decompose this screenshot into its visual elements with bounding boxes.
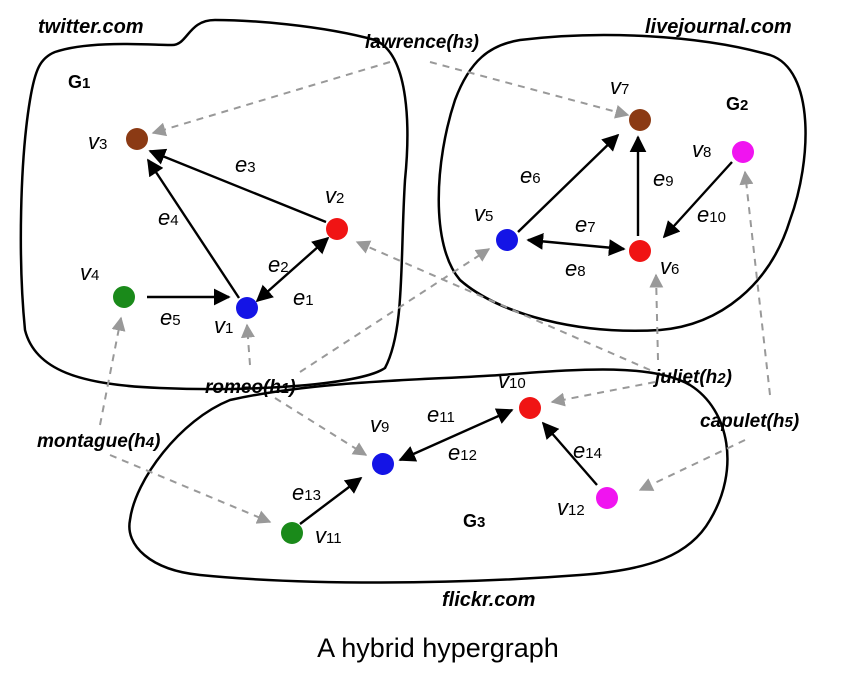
region-g3 [128, 368, 729, 584]
edge-label-e2: e2 [268, 252, 289, 277]
node-v1 [236, 297, 258, 319]
edge-e13 [299, 476, 363, 525]
node-label-v10: v10 [498, 368, 526, 393]
hyperedge-h4-to-v4 [99, 316, 126, 426]
node-v7 [629, 109, 651, 131]
group-label-g1: G1 [68, 72, 90, 92]
hyperedge-label-h1: romeo(h1) [205, 377, 296, 398]
hyperedge-h1-to-v1 [240, 323, 255, 366]
node-v12 [596, 487, 618, 509]
edge-label-e14: e14 [573, 438, 602, 463]
edge-e4 [146, 158, 241, 299]
hyperedge-h2-to-v10 [550, 381, 656, 407]
region-g2 [437, 33, 807, 332]
edge-label-e3: e3 [235, 152, 256, 177]
hyperedge-h3-to-v3 [151, 61, 391, 137]
site-label-twitter: twitter.com [38, 16, 144, 38]
group-label-g2: G2 [726, 94, 748, 114]
hyperedge-label-h5: capulet(h5) [700, 411, 799, 432]
edge-label-e10: e10 [697, 202, 726, 227]
node-v9 [372, 453, 394, 475]
edge-label-e8: e8 [565, 256, 586, 281]
node-label-v11: v11 [315, 523, 342, 548]
node-v6 [629, 240, 651, 262]
node-labels: v1 v2 v3 v4 v5 v6 v7 v8 v9 v10 v11 v12 [80, 74, 711, 548]
node-v2 [326, 218, 348, 240]
edge-e1-e2 [255, 236, 330, 303]
node-v10 [519, 397, 541, 419]
edge-label-e7: e7 [575, 212, 596, 237]
edge-e6 [517, 133, 620, 233]
node-label-v9: v9 [370, 412, 389, 437]
edges [146, 133, 733, 525]
edge-label-e5: e5 [160, 305, 181, 330]
hyperedges [99, 61, 771, 524]
site-label-livejournal: livejournal.com [645, 16, 792, 38]
edge-e7-e8 [526, 233, 626, 256]
group-label-g3: G3 [463, 511, 485, 531]
edge-label-e12: e12 [448, 440, 477, 465]
edge-label-e6: e6 [520, 163, 541, 188]
hyperedge-labels: lawrence(h3) romeo(h1) juliet(h2) montag… [37, 32, 799, 452]
edge-label-e9: e9 [653, 166, 674, 191]
edge-label-e1: e1 [293, 285, 314, 310]
node-label-v12: v12 [557, 495, 585, 520]
node-label-v5: v5 [474, 201, 493, 226]
edge-e14 [541, 421, 598, 486]
node-v8 [732, 141, 754, 163]
node-label-v4: v4 [80, 260, 99, 285]
hyperedge-label-h4: montague(h4) [37, 431, 160, 452]
site-label-flickr: flickr.com [442, 589, 535, 611]
hyperedge-h1-to-v5 [299, 248, 491, 373]
hyperedge-h2-to-v2 [355, 240, 651, 371]
hyperedge-label-h2: juliet(h2) [652, 367, 732, 388]
node-label-v2: v2 [325, 183, 344, 208]
node-label-v3: v3 [88, 129, 107, 154]
edge-label-e4: e4 [158, 205, 179, 230]
diagram-caption: A hybrid hypergraph [317, 633, 559, 663]
node-label-v6: v6 [660, 254, 679, 279]
hyperedge-h3-to-v7 [429, 61, 630, 119]
hyperedge-h1-to-v9 [274, 397, 368, 456]
node-label-v1: v1 [214, 313, 233, 338]
hyperedge-h5-to-v8 [739, 170, 771, 396]
region-g1 [19, 18, 409, 391]
node-v11 [281, 522, 303, 544]
node-v5 [496, 229, 518, 251]
node-label-v7: v7 [610, 74, 629, 99]
node-v3 [126, 128, 148, 150]
edge-label-e13: e13 [292, 480, 321, 505]
nodes [113, 109, 754, 544]
edge-label-e11: e11 [427, 402, 455, 427]
node-v4 [113, 286, 135, 308]
hyperedge-h2-to-v6 [649, 273, 664, 361]
hyperedge-h5-to-v12 [638, 439, 746, 491]
edge-e10 [662, 161, 733, 239]
edge-labels: e1 e2 e3 e4 e5 e6 e7 e8 e9 e10 e11 e12 e… [158, 152, 726, 505]
hyperedge-h4-to-v11 [109, 454, 272, 524]
edge-e11-e12 [398, 408, 514, 462]
node-label-v8: v8 [692, 137, 711, 162]
edge-e3 [148, 148, 327, 224]
hyperedge-label-h3: lawrence(h3) [365, 32, 479, 53]
